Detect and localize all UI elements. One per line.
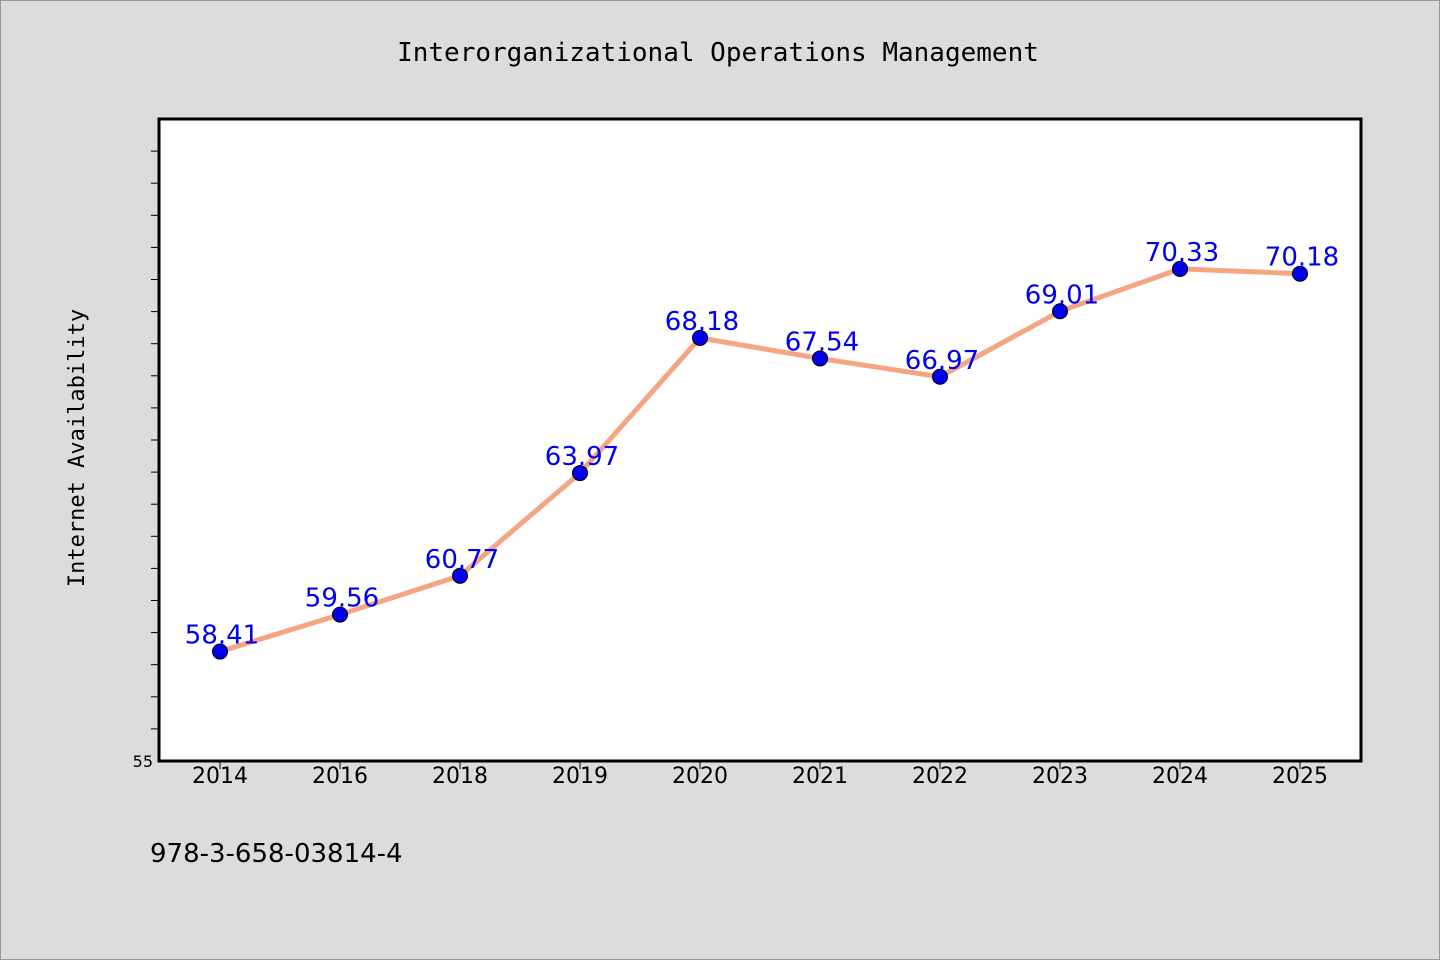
y-ticks: 55 [133,150,159,771]
y-axis-label: Internet Availability [65,309,90,587]
data-label: 70.18 [1265,243,1339,273]
data-label: 66.97 [905,346,979,376]
data-label: 60.77 [425,545,499,575]
data-label: 68.18 [665,307,739,337]
y-tick-label: 55 [133,752,153,771]
data-point [1292,265,1308,282]
data-point [1172,260,1188,277]
x-tick-label: 2016 [312,764,368,789]
data-label: 59.56 [305,584,379,614]
data-point [332,606,348,623]
footnote: 978-3-658-03814-4 [150,839,403,869]
data-label: 58.41 [185,621,259,651]
data-label: 70.33 [1145,238,1219,268]
data-point [1052,303,1068,320]
x-tick-label: 2021 [792,764,848,789]
data-point [812,350,828,367]
data-point [932,368,948,385]
data-labels: 58.41 59.56 60.77 63.97 68.18 67.54 66.97 69.01… [185,238,1339,651]
series-line [217,266,1303,655]
data-point [212,643,228,660]
data-label: 69.01 [1025,280,1099,310]
x-ticks: 2014 2016 2018 2019 2020 2021 2022 2023 2024 2025 [192,761,1328,789]
x-tick-label: 2018 [432,764,488,789]
x-tick-label: 2020 [672,764,728,789]
data-label: 67.54 [785,327,859,357]
data-point [572,465,588,482]
data-point [692,329,708,346]
x-tick-label: 2024 [1152,764,1208,789]
x-tick-label: 2023 [1032,764,1088,789]
x-tick-label: 2014 [192,764,248,789]
x-tick-label: 2022 [912,764,968,789]
chart-title: Interorganizational Operations Managemen… [397,38,1039,68]
data-point [452,567,468,584]
x-tick-label: 2025 [1272,764,1328,789]
x-tick-label: 2019 [552,764,608,789]
series-group [212,260,1308,660]
plot-area [157,117,1363,763]
data-label: 63.97 [545,442,619,472]
